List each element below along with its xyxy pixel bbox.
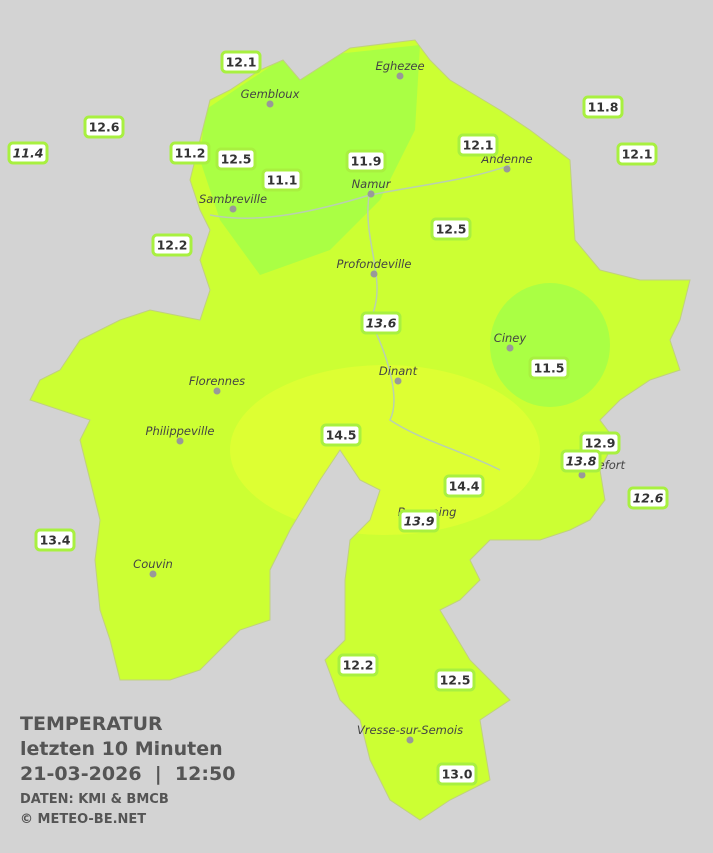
station-box <box>345 149 387 173</box>
river <box>367 189 501 471</box>
station-value: 12.2 <box>343 658 374 673</box>
station-box <box>169 141 211 165</box>
source: DATEN: KMI & BMCB <box>20 792 169 807</box>
place-label: Gembloux <box>241 87 300 101</box>
station-box <box>443 474 485 498</box>
copyright: © METEO-BE.NET <box>20 812 146 827</box>
place-label: Profondeville <box>337 257 412 271</box>
place-dot <box>578 471 586 479</box>
station-value: 14.5 <box>326 428 357 443</box>
place-label: Philippeville <box>146 424 215 438</box>
place-dot <box>149 570 157 578</box>
place-dot <box>406 736 414 744</box>
place-dot <box>394 377 402 385</box>
station-box <box>34 528 76 552</box>
station-value: 12.5 <box>436 222 467 237</box>
place-label: Namur <box>352 177 392 191</box>
station-box <box>215 147 257 171</box>
station-value: 13.9 <box>404 514 435 529</box>
station-value: 12.1 <box>226 55 257 70</box>
place-dot <box>266 100 274 108</box>
station-value: 12.5 <box>221 152 252 167</box>
station-box <box>434 668 476 692</box>
place-dot <box>229 205 237 213</box>
station-box <box>337 653 379 677</box>
station-box <box>220 50 262 74</box>
station-box <box>83 115 125 139</box>
place-dot <box>367 190 375 198</box>
station-value: 11.2 <box>175 146 206 161</box>
station-box <box>430 217 472 241</box>
station-value: 12.2 <box>157 238 188 253</box>
station-value: 12.9 <box>585 436 616 451</box>
station-box <box>436 762 478 786</box>
station-value: 12.1 <box>622 147 653 162</box>
station-box <box>457 133 499 157</box>
station-box <box>560 449 602 473</box>
place-label: Florennes <box>189 374 245 388</box>
place-label: Ciney <box>494 331 527 345</box>
station-box <box>582 95 624 119</box>
station-box <box>528 356 570 380</box>
zone-cool <box>490 283 610 407</box>
station-box <box>320 423 362 447</box>
station-box <box>7 141 49 165</box>
place-dot <box>506 344 514 352</box>
station-value: 13.6 <box>366 316 397 331</box>
place-dot <box>370 270 378 278</box>
station-value: 12.6 <box>633 491 664 506</box>
station-value: 13.4 <box>40 533 71 548</box>
place-dot <box>213 387 221 395</box>
station-value: 11.9 <box>351 154 382 169</box>
station-value: 12.5 <box>440 673 471 688</box>
station-box <box>151 233 193 257</box>
station-value: 13.8 <box>566 454 597 469</box>
station-box <box>627 486 669 510</box>
station-value: 12.6 <box>89 120 120 135</box>
station-value: 12.1 <box>463 138 494 153</box>
place-label: Couvin <box>133 557 173 571</box>
station-box <box>398 509 440 533</box>
place-label: Dinant <box>379 364 418 378</box>
station-value: 14.4 <box>449 479 480 494</box>
station-box <box>360 311 402 335</box>
station-value: 11.4 <box>13 146 44 161</box>
station-box <box>261 168 303 192</box>
station-value: 11.1 <box>267 173 298 188</box>
place-label: Sambreville <box>199 192 267 206</box>
station-value: 11.8 <box>588 100 619 115</box>
station-value: 11.5 <box>534 361 565 376</box>
datetime: 21-03-2026 | 12:50 <box>20 763 235 785</box>
place-label: Eghezee <box>375 59 424 73</box>
subtitle: letzten 10 Minuten <box>20 738 223 760</box>
place-dot <box>176 437 184 445</box>
title: TEMPERATUR <box>20 713 163 735</box>
zone-warm <box>230 365 540 535</box>
place-dot <box>396 72 404 80</box>
place-dot <box>503 165 511 173</box>
station-box <box>616 142 658 166</box>
place-label: Vresse-sur-Semois <box>357 723 463 737</box>
station-value: 13.0 <box>442 767 473 782</box>
